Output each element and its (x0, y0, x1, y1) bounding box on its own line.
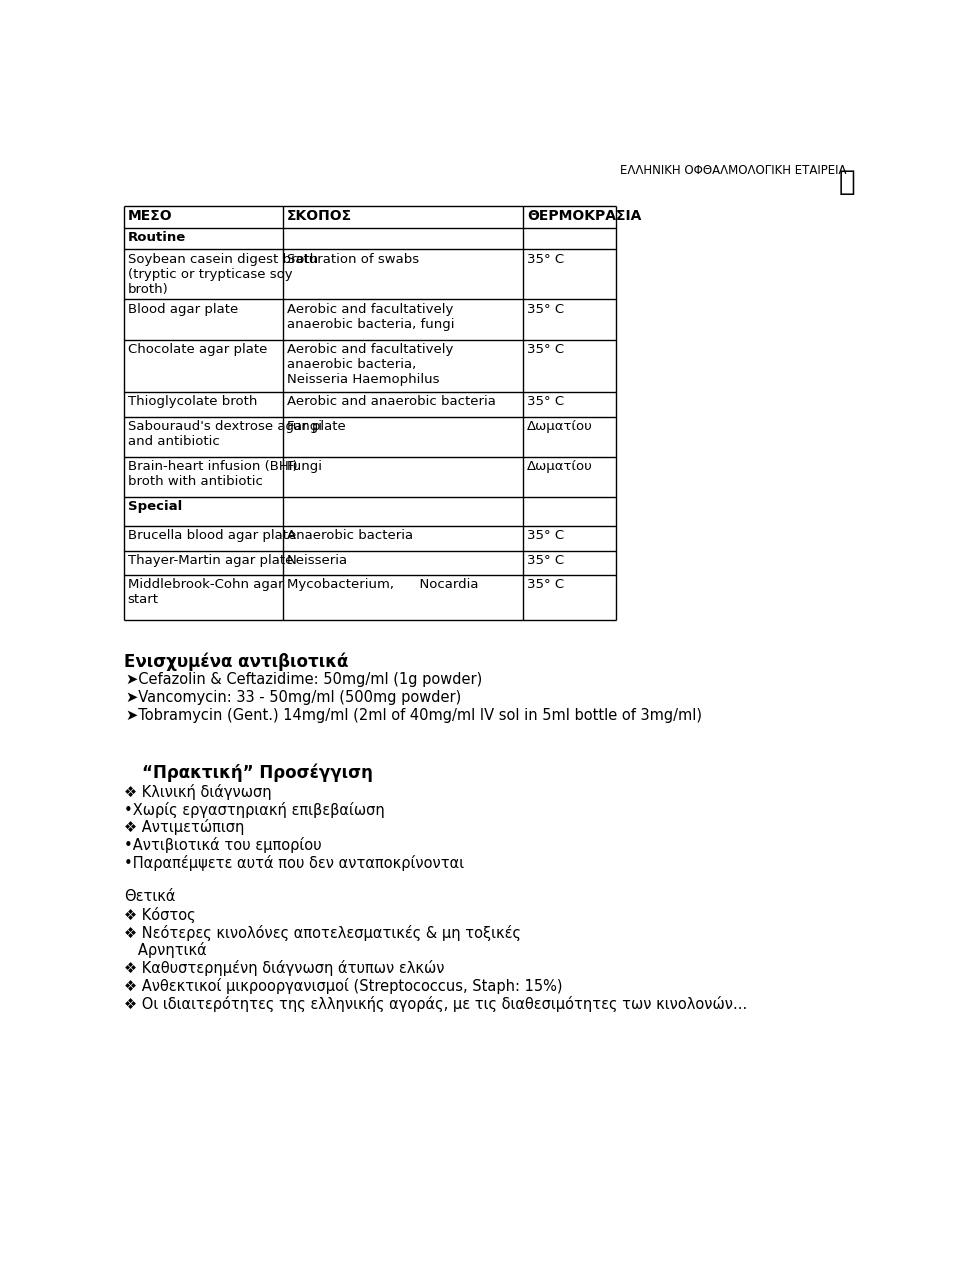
Text: 35° C: 35° C (527, 253, 564, 266)
Text: Blood agar plate: Blood agar plate (128, 303, 238, 316)
Text: 🏆: 🏆 (839, 168, 855, 196)
Text: Brain-heart infusion (BHI)
broth with antibiotic: Brain-heart infusion (BHI) broth with an… (128, 459, 298, 488)
Text: Neisseria: Neisseria (287, 553, 348, 567)
Text: ❖ Ανθεκτικοί μικροοργανισμοί (Streptococcus, Staph: 15%): ❖ Ανθεκτικοί μικροοργανισμοί (Streptococ… (124, 978, 563, 994)
Text: •Αντιβιοτικά του εμπορίου: •Αντιβιοτικά του εμπορίου (124, 837, 322, 853)
Text: ΕΛΛΗΝΙΚΗ ΟΦΘΑΛΜΟΛΟΓΙΚΗ ΕΤΑΙΡΕΙΑ: ΕΛΛΗΝΙΚΗ ΟΦΘΑΛΜΟΛΟΓΙΚΗ ΕΤΑΙΡΕΙΑ (620, 164, 847, 177)
Text: •Χωρίς εργαστηριακή επιβεβαίωση: •Χωρίς εργαστηριακή επιβεβαίωση (124, 802, 385, 817)
Text: Fungi: Fungi (287, 420, 323, 432)
Text: Anaerobic bacteria: Anaerobic bacteria (287, 529, 413, 541)
Text: Fungi: Fungi (287, 459, 323, 472)
Text: 35° C: 35° C (527, 529, 564, 541)
Text: “Πρακτική” Προσέγγιση: “Πρακτική” Προσέγγιση (142, 763, 372, 783)
Text: ❖ Κλινική διάγνωση: ❖ Κλινική διάγνωση (124, 784, 272, 799)
Text: •Παραπέμψετε αυτά που δεν ανταποκρίνονται: •Παραπέμψετε αυτά που δεν ανταποκρίνοντα… (124, 854, 464, 871)
Text: Thayer-Martin agar plate: Thayer-Martin agar plate (128, 553, 293, 567)
Text: ❖ Οι ιδιαιτερότητες της ελληνικής αγοράς, με τις διαθεσιμότητες των κινολονών...: ❖ Οι ιδιαιτερότητες της ελληνικής αγοράς… (124, 996, 747, 1011)
Text: ❖ Κόστος: ❖ Κόστος (124, 907, 196, 922)
Text: Thioglycolate broth: Thioglycolate broth (128, 395, 257, 408)
Text: Ενισχυμένα αντιβιοτικά: Ενισχυμένα αντιβιοτικά (124, 652, 348, 671)
Text: Routine: Routine (128, 231, 186, 244)
Text: Aerobic and facultatively
anaerobic bacteria, fungi: Aerobic and facultatively anaerobic bact… (287, 303, 454, 331)
Text: 35° C: 35° C (527, 553, 564, 567)
Text: ➤Tobramycin (Gent.) 14mg/ml (2ml of 40mg/ml IV sol in 5ml bottle of 3mg/ml): ➤Tobramycin (Gent.) 14mg/ml (2ml of 40mg… (126, 708, 702, 722)
Text: Θετικά: Θετικά (124, 889, 176, 905)
Text: Soybean casein digest broth
(tryptic or trypticase soy
broth): Soybean casein digest broth (tryptic or … (128, 253, 318, 295)
Text: Δωματίου: Δωματίου (527, 459, 592, 472)
Text: Mycobacterium,      Nocardia: Mycobacterium, Nocardia (287, 579, 478, 591)
Text: ❖ Νεότερες κινολόνες αποτελεσματικές & μη τοξικές: ❖ Νεότερες κινολόνες αποτελεσματικές & μ… (124, 925, 521, 940)
Text: 35° C: 35° C (527, 343, 564, 355)
Text: ΘΕΡΜΟΚΡΑΣΙΑ: ΘΕΡΜΟΚΡΑΣΙΑ (527, 209, 641, 223)
Text: 35° C: 35° C (527, 395, 564, 408)
Text: ΜΕΣΟ: ΜΕΣΟ (128, 209, 173, 223)
Text: ➤Vancomycin: 33 - 50mg/ml (500mg powder): ➤Vancomycin: 33 - 50mg/ml (500mg powder) (126, 690, 462, 704)
Text: Aerobic and facultatively
anaerobic bacteria,
Neisseria Haemophilus: Aerobic and facultatively anaerobic bact… (287, 343, 453, 386)
Text: Aerobic and anaerobic bacteria: Aerobic and anaerobic bacteria (287, 395, 495, 408)
Text: Δωματίου: Δωματίου (527, 420, 592, 432)
Text: Saturation of swabs: Saturation of swabs (287, 253, 419, 266)
Text: ΣΚΟΠΟΣ: ΣΚΟΠΟΣ (287, 209, 351, 223)
Text: ➤Cefazolin & Ceftazidime: 50mg/ml (1g powder): ➤Cefazolin & Ceftazidime: 50mg/ml (1g po… (126, 672, 483, 688)
Text: 35° C: 35° C (527, 303, 564, 316)
Text: 35° C: 35° C (527, 579, 564, 591)
Text: Chocolate agar plate: Chocolate agar plate (128, 343, 267, 355)
Text: Middlebrook-Cohn agar
start: Middlebrook-Cohn agar start (128, 579, 283, 607)
Text: Special: Special (128, 499, 182, 513)
Text: ❖ Καθυστερημένη διάγνωση άτυπων ελκών: ❖ Καθυστερημένη διάγνωση άτυπων ελκών (124, 960, 444, 976)
Text: Brucella blood agar plate: Brucella blood agar plate (128, 529, 296, 541)
Text: Αρνητικά: Αρνητικά (124, 943, 206, 958)
Text: ❖ Αντιμετώπιση: ❖ Αντιμετώπιση (124, 820, 244, 835)
Text: Sabouraud's dextrose agar plate
and antibiotic: Sabouraud's dextrose agar plate and anti… (128, 420, 346, 448)
